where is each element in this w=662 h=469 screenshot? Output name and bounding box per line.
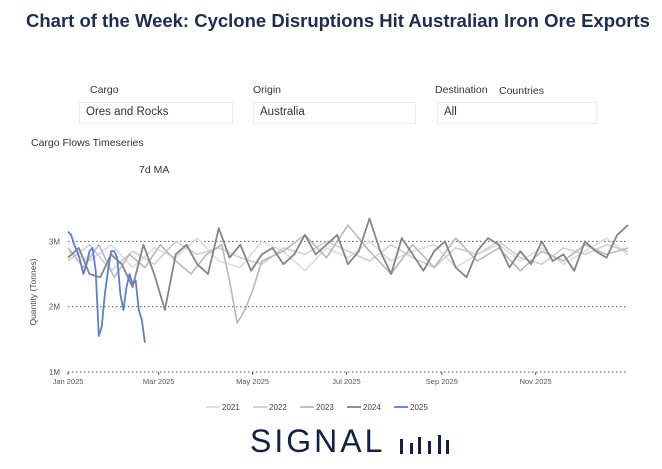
y-tick-label: 2M — [49, 303, 60, 312]
x-tick-label: Sep 2025 — [426, 377, 458, 386]
legend-label-2023: 2023 — [316, 403, 334, 412]
origin-filter-select[interactable]: Australia — [253, 102, 416, 124]
destination-filter-select[interactable]: All — [437, 102, 597, 124]
y-axis-title: Quantity (Tonnes) — [28, 258, 38, 325]
series-line-2024 — [67, 217, 629, 311]
destination-filter-label: Destination — [435, 84, 488, 96]
legend-label-2021: 2021 — [222, 403, 240, 412]
page-title: Chart of the Week: Cyclone Disruptions H… — [26, 10, 650, 31]
x-tick-label: Mar 2025 — [143, 377, 175, 386]
legend-label-2022: 2022 — [269, 403, 287, 412]
x-tick-label: Jul 2025 — [332, 377, 360, 386]
legend-label-2024: 2024 — [363, 403, 381, 412]
logo-mark-icon — [400, 435, 449, 454]
series-line-2023 — [67, 224, 629, 324]
origin-filter-label: Origin — [253, 84, 282, 96]
cargo-filter-select[interactable]: Ores and Rocks — [79, 102, 233, 124]
section-title: Cargo Flows Timeseries — [31, 137, 144, 149]
moving-average-label: 7d MA — [139, 164, 170, 176]
signal-logo: SIGNAL — [250, 421, 470, 465]
series-line-2021 — [67, 237, 629, 272]
series-line-2022 — [67, 240, 629, 272]
x-tick-label: Jan 2025 — [53, 377, 84, 386]
legend-label-2025: 2025 — [410, 403, 428, 412]
x-tick-label: May 2025 — [236, 377, 269, 386]
cargo-filter-label: Cargo — [90, 84, 119, 96]
y-tick-label: 1M — [49, 368, 60, 377]
y-tick-label: 3M — [49, 237, 60, 246]
x-tick-label: Nov 2025 — [520, 377, 552, 386]
destination-countries-label[interactable]: Countries — [499, 85, 544, 97]
series-line-2025 — [67, 230, 146, 343]
logo-text: SIGNAL — [250, 423, 386, 459]
